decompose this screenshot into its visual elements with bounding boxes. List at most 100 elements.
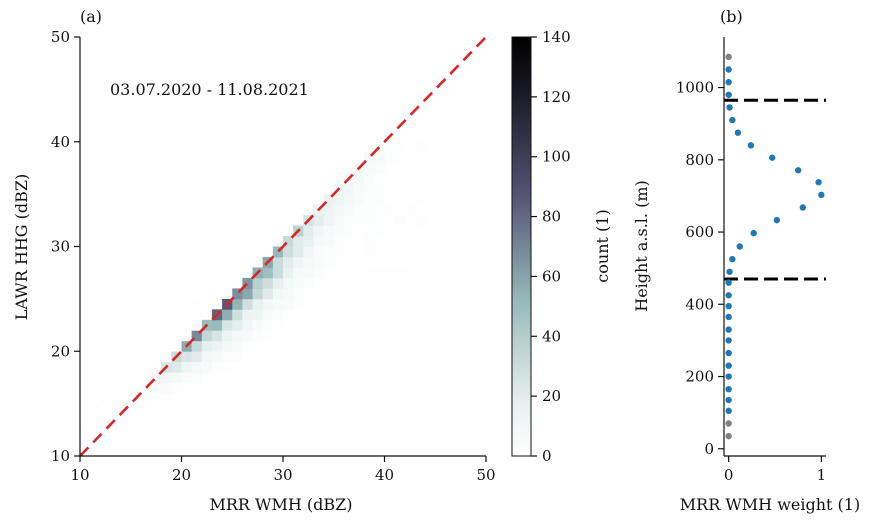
- heatmap-cell: [313, 277, 324, 289]
- heatmap-cell: [272, 246, 284, 258]
- panel-a-xlabel: MRR WMH (dBZ): [209, 495, 352, 514]
- heatmap-cell: [414, 267, 426, 279]
- panel-b: (b) 0 1 0 200 400 600 800 1000 MRR WMH weight (…: [632, 7, 860, 514]
- heatmap-cell: [303, 298, 314, 310]
- heatmap-cell: [313, 215, 324, 226]
- heatmap-cell: [252, 309, 264, 321]
- heatmap-cell: [364, 183, 375, 195]
- heatmap-cell: [374, 194, 385, 205]
- heatmap-cell: [211, 330, 223, 342]
- heatmap-cell: [171, 361, 182, 373]
- heatmap-cell: [161, 372, 172, 384]
- heatmap-cell: [303, 225, 314, 237]
- heatmap-cell: [374, 152, 385, 164]
- heatmap-cell: [404, 236, 416, 247]
- heatmap-cell: [414, 194, 426, 205]
- heatmap-cell: [201, 351, 213, 363]
- heatmap-cell: [293, 246, 304, 258]
- panel-a-axes: 10 20 30 40 50 10 20 30 40 50: [51, 28, 496, 484]
- heatmap-cell: [262, 319, 274, 331]
- weight-point: [726, 104, 733, 111]
- heatmap-cell: [364, 225, 375, 237]
- heatmap-cell: [262, 267, 274, 279]
- panel-b-points: [725, 53, 825, 440]
- heatmap-cell: [414, 152, 426, 164]
- heatmap-cell: [262, 288, 274, 300]
- weight-point: [725, 302, 732, 310]
- heatmap-cell: [323, 236, 335, 247]
- heatmap-cell: [354, 194, 365, 205]
- panel-b-axes: 0 1 0 200 400 600 800 1000: [676, 37, 826, 484]
- weight-point: [725, 420, 732, 427]
- x-tick-label: 30: [273, 466, 292, 484]
- heatmap-cell: [364, 173, 375, 185]
- panel-b-label: (b): [720, 7, 743, 26]
- heatmap-cell: [161, 382, 172, 394]
- x-tick-label: 0: [724, 466, 734, 484]
- x-tick-label: 50: [476, 466, 495, 484]
- heatmap-cell: [293, 236, 304, 247]
- heatmap-cell: [252, 330, 264, 342]
- heatmap-cell: [374, 225, 385, 237]
- heatmap-cell: [384, 267, 396, 279]
- heatmap-cell: [364, 152, 375, 164]
- colorbar-label: count (1): [593, 209, 612, 282]
- heatmap-cell: [313, 267, 324, 279]
- weight-point: [773, 216, 781, 224]
- heatmap-cell: [80, 424, 91, 436]
- heatmap-cell: [232, 340, 243, 352]
- heatmap-cell: [283, 246, 294, 258]
- heatmap-cell: [232, 309, 243, 321]
- heatmap-cell: [343, 236, 355, 247]
- heatmap-cell: [151, 372, 162, 384]
- y-tick-label: 50: [51, 28, 70, 46]
- weight-point: [725, 313, 732, 321]
- weight-point: [725, 53, 732, 61]
- heatmap-cell: [252, 298, 264, 310]
- heatmap-cell: [242, 288, 253, 300]
- heatmap-cell: [313, 256, 324, 268]
- heatmap-cell: [283, 256, 294, 268]
- colorbar-bar: [511, 36, 532, 457]
- heatmap-cell: [303, 288, 314, 300]
- heatmap-cell: [90, 403, 101, 415]
- heatmap-cell: [191, 340, 203, 352]
- panel-a: (a) 10 20 30 40 50 10 20 30 40 50 03.07.2020 - 11…: [12, 7, 496, 514]
- weight-point: [750, 229, 757, 237]
- heatmap-cell: [191, 372, 203, 384]
- heatmap-cell: [333, 246, 345, 258]
- heatmap-cell: [222, 361, 233, 373]
- heatmap-cell: [404, 246, 416, 258]
- heatmap-cell: [354, 215, 365, 226]
- heatmap-cell: [222, 340, 233, 352]
- heatmap-cell: [181, 361, 193, 373]
- heatmap-cell: [181, 351, 193, 363]
- weight-point: [799, 204, 807, 211]
- heatmap-cell: [242, 298, 253, 310]
- heatmap-cell: [364, 236, 375, 247]
- y-tick-label: 40: [51, 133, 70, 151]
- weight-point: [815, 179, 822, 186]
- heatmap-cell: [354, 204, 365, 216]
- heatmap-cell: [303, 236, 314, 247]
- heatmap-cell: [323, 277, 335, 289]
- heatmap-cell: [303, 246, 314, 258]
- heatmap-cell: [171, 382, 182, 394]
- heatmap-cell: [333, 204, 345, 216]
- heatmap-cell: [333, 225, 345, 237]
- heatmap-cell: [151, 382, 162, 394]
- heatmap-cell: [303, 256, 314, 268]
- heatmap-cell: [343, 183, 355, 195]
- weight-point: [725, 279, 732, 286]
- heatmap-cell: [191, 309, 203, 321]
- heatmap-cell: [252, 277, 264, 289]
- heatmap-cell: [414, 141, 426, 153]
- heatmap-cell: [110, 393, 121, 405]
- heatmap-cell: [201, 330, 213, 342]
- x-tick-label: 1: [817, 466, 827, 484]
- colorbar-tick-label: 140: [542, 28, 571, 46]
- heatmap-cell: [293, 267, 304, 279]
- heatmap-cell: [313, 236, 324, 247]
- heatmap-cell: [313, 246, 324, 258]
- weight-point: [725, 407, 732, 415]
